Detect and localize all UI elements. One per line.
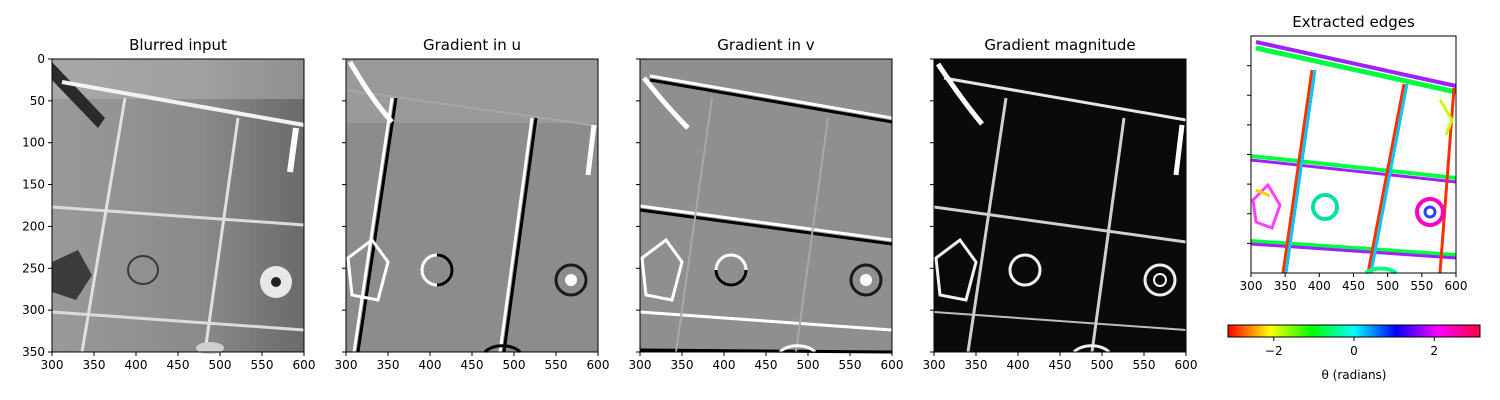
panel-gradient-v <box>639 59 893 354</box>
panel-title: Gradient in u <box>423 36 521 54</box>
y-tick-label: 150 <box>22 178 45 192</box>
x-tick-label: 600 <box>587 358 610 372</box>
panel-title: Gradient magnitude <box>984 36 1135 54</box>
x-tick-label: 300 <box>335 358 358 372</box>
x-tick-label: 400 <box>419 358 442 372</box>
x-tick-label: 300 <box>41 358 64 372</box>
x-tick-label: 550 <box>545 358 568 372</box>
y-tick-label: 50 <box>30 94 45 108</box>
x-tick-label: 500 <box>503 358 526 372</box>
axes-5: Extracted edges 300 350 400 450 500 550 600 −2 0 2… <box>1227 13 1481 382</box>
colorbar: −2 0 2 θ (radians) <box>1227 324 1481 382</box>
panel-title: Extracted edges <box>1292 13 1415 31</box>
x-tick-label: 400 <box>1308 279 1331 293</box>
colorbar-tick-label: 2 <box>1430 344 1438 358</box>
x-tick-label: 400 <box>1007 358 1030 372</box>
x-tick-label: 350 <box>377 358 400 372</box>
x-tick-label: 500 <box>1091 358 1114 372</box>
x-tick-label: 450 <box>1049 358 1072 372</box>
x-tick-label: 350 <box>83 358 106 372</box>
y-tick-label: 100 <box>22 136 45 150</box>
panel-title: Gradient in v <box>717 36 814 54</box>
panel-blurred-input <box>51 59 305 354</box>
y-tick-label: 300 <box>22 303 45 317</box>
x-tick-label: 400 <box>125 358 148 372</box>
x-tick-label: 550 <box>1410 279 1433 293</box>
x-tick-label: 500 <box>209 358 232 372</box>
x-tick-label: 300 <box>1240 279 1263 293</box>
axes-4: Gradient magnitude 300 350 400 450 500 550 600 <box>923 36 1198 372</box>
x-tick-label: 600 <box>1175 358 1198 372</box>
x-tick-label: 600 <box>1445 279 1468 293</box>
x-tick-label: 300 <box>629 358 652 372</box>
x-tick-label: 550 <box>839 358 862 372</box>
colorbar-gradient <box>1227 324 1481 338</box>
x-tick-label: 400 <box>713 358 736 372</box>
x-tick-label: 450 <box>1342 279 1365 293</box>
x-tick-label: 350 <box>965 358 988 372</box>
x-tick-label: 450 <box>167 358 190 372</box>
panel-gradient-u <box>345 59 599 354</box>
x-tick-label: 550 <box>251 358 274 372</box>
colorbar-label: θ (radians) <box>1322 368 1387 382</box>
x-tick-label: 350 <box>1274 279 1297 293</box>
x-tick-label: 500 <box>1376 279 1399 293</box>
x-tick-label: 500 <box>797 358 820 372</box>
panel-extracted-edges <box>1250 36 1457 275</box>
axes-3: Gradient in v 300 350 400 450 500 550 600 <box>629 36 904 372</box>
x-tick-label: 300 <box>923 358 946 372</box>
y-tick-label: 0 <box>37 52 45 66</box>
x-tick-label: 450 <box>461 358 484 372</box>
panel-title: Blurred input <box>129 36 227 54</box>
colorbar-tick-label: −2 <box>1265 344 1283 358</box>
y-tick-label: 350 <box>22 345 45 359</box>
x-tick-label: 600 <box>293 358 316 372</box>
x-tick-label: 450 <box>755 358 778 372</box>
axes-2: Gradient in u 300 350 400 450 500 550 600 <box>335 36 610 372</box>
x-tick-label: 350 <box>671 358 694 372</box>
panel-gradient-magnitude <box>933 59 1187 354</box>
x-tick-label: 550 <box>1133 358 1156 372</box>
y-tick-label: 200 <box>22 219 45 233</box>
x-tick-label: 600 <box>881 358 904 372</box>
colorbar-tick-label: 0 <box>1350 344 1358 358</box>
y-tick-label: 250 <box>22 261 45 275</box>
